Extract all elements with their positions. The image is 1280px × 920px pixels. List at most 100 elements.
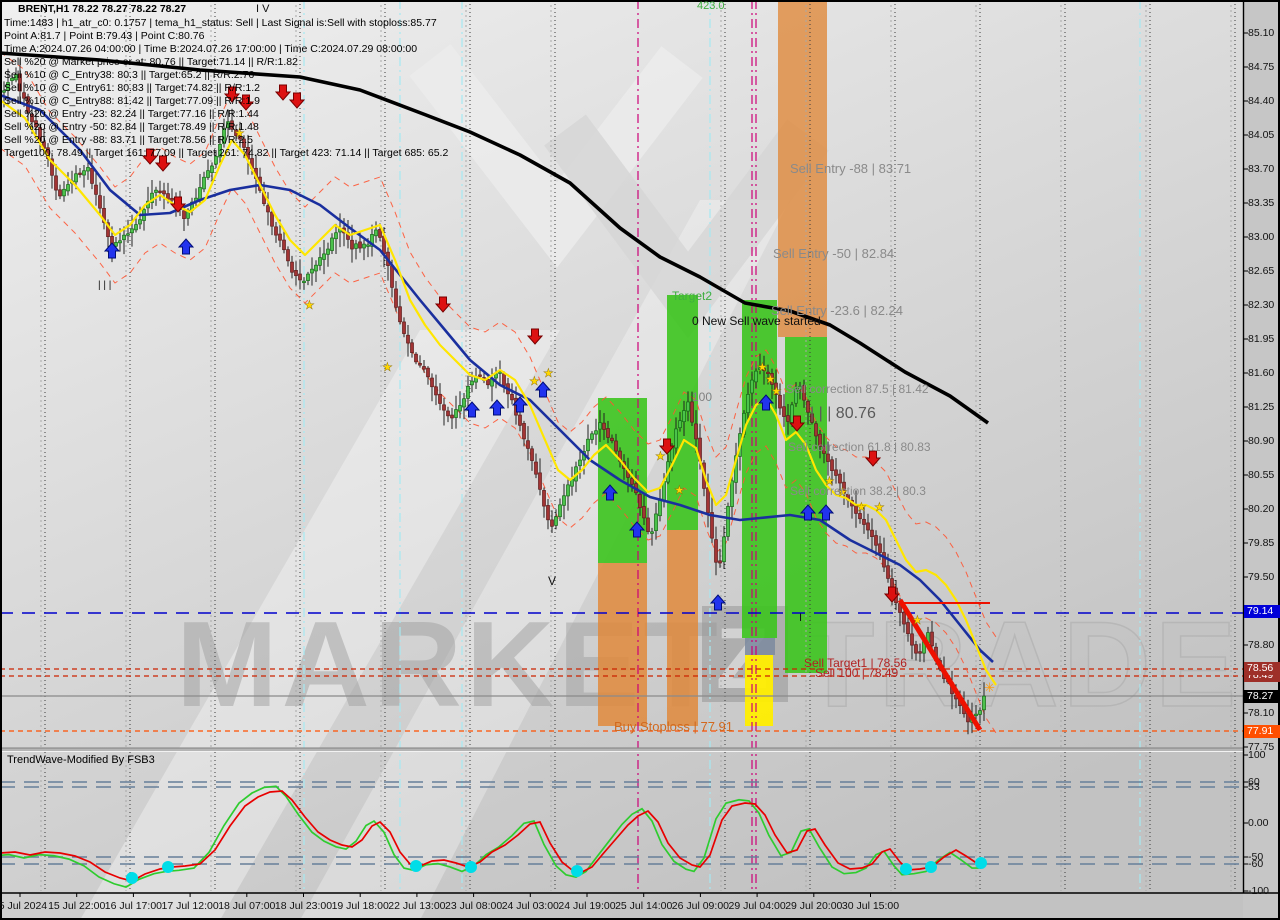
sell-arrow-icon — [526, 328, 544, 345]
trendwave-signal-dot — [162, 861, 174, 873]
oscillator-axis-label[interactable]: 0.00 — [1248, 817, 1269, 829]
price-axis-label[interactable]: 83.70 — [1248, 163, 1275, 175]
info-line: Time:1483 | h1_atr_c0: 0.1757 | tema_h1_… — [4, 17, 437, 29]
info-line: Target100: 78.49 || Target 161: 77.09 ||… — [4, 147, 449, 159]
info-line: Sell %20 @ Entry -88: 83.71 || Target:78… — [4, 134, 254, 146]
time-axis-label[interactable]: 16 Jul 17:00 — [104, 900, 162, 912]
sell-arrow-icon — [154, 155, 172, 172]
trendwave-signal-dot — [465, 861, 477, 873]
price-axis-label[interactable]: 81.60 — [1248, 367, 1275, 379]
sell-correction-61: Sell correction 61.8 | 80.83 — [788, 440, 931, 454]
info-line: Time A:2024.07.26 04:00:00 | Time B:2024… — [4, 43, 418, 55]
star-signal-icon: ★ — [765, 372, 776, 386]
time-axis-label[interactable]: 30 Jul 15:00 — [841, 900, 900, 912]
time-axis-label[interactable]: 29 Jul 04:00 — [728, 900, 786, 912]
ma-slow-black — [0, 51, 990, 425]
wave-mark-iv: I V — [256, 3, 270, 15]
oscillator-axis-label[interactable]: -100 — [1248, 885, 1270, 897]
star-signal-icon: ★ — [234, 126, 245, 140]
price-axis-label[interactable]: 84.05 — [1248, 129, 1275, 141]
time-axis-label[interactable]: 26 Jul 09:00 — [671, 900, 729, 912]
time-axis-label[interactable]: 24 Jul 03:00 — [501, 900, 559, 912]
sell-arrow-icon — [883, 586, 901, 603]
sell-entry-88: Sell Entry -88 | 83.71 — [790, 161, 912, 176]
info-line: Sell %20 @ Entry -50: 82.84 || Target:78… — [4, 121, 259, 133]
indicator-panel-title: TrendWave-Modified By FSB3 — [7, 754, 155, 766]
star-signal-icon: ★ — [382, 360, 393, 374]
star-signal-icon: ★ — [757, 360, 768, 374]
price-badge: 78.27 — [1244, 689, 1280, 703]
trendwave-signal-dot — [925, 861, 937, 873]
sell-arrow-icon — [658, 438, 676, 455]
price-axis-label[interactable]: 79.50 — [1248, 571, 1275, 583]
star-signal-icon: ★ — [837, 485, 848, 499]
signal-zone — [745, 638, 775, 655]
sell-arrow-icon — [237, 94, 255, 111]
new-sell-wave-note: 0 New Sell wave started — [692, 314, 821, 328]
time-axis-label[interactable]: 18 Jul 23:00 — [274, 900, 333, 912]
time-axis-label[interactable]: 29 Jul 20:00 — [785, 900, 843, 912]
buy-arrow-icon — [601, 484, 619, 501]
red-trendline — [897, 598, 983, 732]
buy-arrow-icon — [488, 399, 506, 416]
ma-mid-navy — [0, 93, 994, 663]
signal-zone — [745, 655, 773, 726]
oscillator-axis-label[interactable]: -60 — [1248, 858, 1264, 870]
trendwave-signal-dot — [571, 865, 583, 877]
time-axis-label[interactable]: 15 Jul 22:00 — [48, 900, 106, 912]
time-axis-label[interactable]: 18 Jul 07:00 — [218, 900, 276, 912]
price-axis-label[interactable]: 78.80 — [1248, 639, 1275, 651]
price-axis-label[interactable]: 79.85 — [1248, 537, 1275, 549]
price-axis-label[interactable]: 80.90 — [1248, 435, 1275, 447]
info-line: Point A:81.7 | Point B:79.43 | Point C:8… — [4, 30, 205, 42]
sell-correction-87: Sell correction 87.5 | 81.42 — [786, 382, 929, 396]
sell-arrow-icon — [223, 86, 241, 103]
oscillator-axis-label[interactable]: 53 — [1248, 781, 1260, 793]
trendwave-signal-dot — [975, 857, 987, 869]
price-axis-label[interactable]: 80.20 — [1248, 503, 1275, 515]
time-axis-label[interactable]: 24 Jul 19:00 — [558, 900, 616, 912]
time-axis-label[interactable]: 22 Jul 13:00 — [388, 900, 446, 912]
point-c-level: | | | 80.76 — [810, 405, 876, 422]
watermark-ray — [80, 330, 560, 920]
price-axis-label[interactable]: 82.65 — [1248, 265, 1275, 277]
sell-arrow-icon — [864, 450, 882, 467]
fib-label-100: 100 — [692, 390, 713, 404]
oscillator-axis-label[interactable]: 100 — [1248, 749, 1266, 761]
price-badge: 77.91 — [1244, 724, 1280, 738]
buy-arrow-icon — [817, 504, 835, 521]
time-axis-label[interactable]: 25 Jul 14:00 — [615, 900, 673, 912]
signal-zone — [598, 563, 647, 726]
price-axis-label[interactable]: 83.00 — [1248, 231, 1275, 243]
time-axis-label[interactable]: 15 Jul 2024 — [0, 900, 48, 912]
info-line: Sell %10 @ C_Entry38: 80.3 || Target:65.… — [4, 69, 255, 81]
price-axis-label[interactable]: 82.30 — [1248, 299, 1275, 311]
price-axis-label[interactable]: 81.25 — [1248, 401, 1275, 413]
buy-arrow-icon — [799, 504, 817, 521]
oscillator-axis-label[interactable]: -50 — [1248, 851, 1264, 863]
price-axis-label[interactable]: 84.75 — [1248, 61, 1275, 73]
fib-label-423: 423.0 — [697, 0, 725, 12]
price-axis-label[interactable]: 80.55 — [1248, 469, 1275, 481]
oscillator-axis-label[interactable]: 60 — [1248, 776, 1260, 788]
wave-mark-iii: | | | — [98, 280, 112, 291]
star-signal-icon: ★ — [912, 613, 923, 627]
price-axis-label[interactable]: 78.10 — [1248, 707, 1275, 719]
buy-arrow-icon — [628, 521, 646, 538]
star-signal-icon: ★ — [304, 298, 315, 312]
price-axis-label[interactable]: 81.95 — [1248, 333, 1275, 345]
price-axis-label[interactable]: 85.10 — [1248, 27, 1275, 39]
price-axis-label[interactable]: 84.40 — [1248, 95, 1275, 107]
price-axis-label[interactable]: 77.75 — [1248, 741, 1275, 753]
buy-arrow-icon — [511, 396, 529, 413]
wave-mark-i: I — [799, 612, 803, 624]
sell-arrow-icon — [274, 84, 292, 101]
wave-mark-v: V — [548, 574, 557, 588]
sell-arrow-icon — [434, 296, 452, 313]
time-axis-label[interactable]: 23 Jul 08:00 — [444, 900, 503, 912]
time-axis-label[interactable]: 19 Jul 18:00 — [331, 900, 389, 912]
price-axis-label[interactable]: 83.35 — [1248, 197, 1275, 209]
sell-100: Sell 100 | 78.49 — [815, 666, 899, 680]
time-axis-label[interactable]: 17 Jul 12:00 — [161, 900, 219, 912]
